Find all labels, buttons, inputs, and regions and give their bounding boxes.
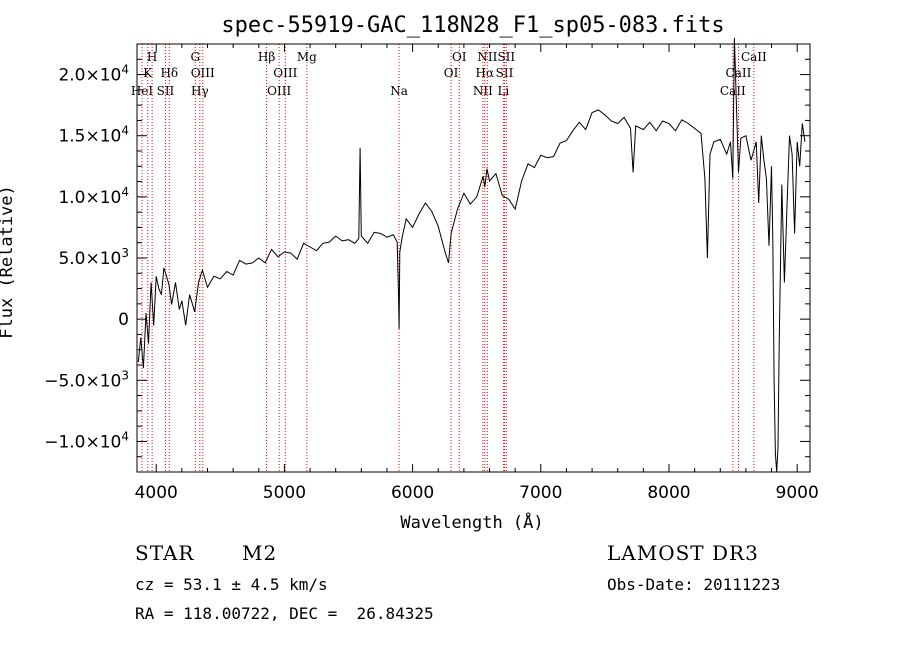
line-label-6: Hγ	[191, 84, 209, 98]
y-tick-label-2: 1.0×104	[58, 185, 129, 208]
line-label-4: Hδ	[160, 66, 178, 80]
line-label-18: Li	[497, 84, 509, 98]
spectrum-series-0	[137, 37, 806, 473]
x-tick-label-2: 6000	[391, 483, 434, 503]
line-label-12: Na	[390, 84, 408, 98]
line-label-7: OIII	[191, 66, 215, 80]
line-label-17: NII	[477, 50, 497, 64]
line-label-21: CaII	[720, 84, 746, 98]
y-tick-label-6: −1.0×104	[44, 429, 129, 452]
line-label-23: CaII	[741, 50, 767, 64]
line-label-5: G	[191, 50, 201, 64]
x-tick-label-1: 5000	[263, 483, 306, 503]
line-label-15: NII	[473, 84, 493, 98]
x-tick-label-4: 8000	[647, 483, 690, 503]
line-label-2: H	[147, 50, 157, 64]
line-label-0: HeI	[131, 84, 154, 98]
line-label-3: SII	[157, 84, 175, 98]
line-label-10: OIII	[273, 66, 297, 80]
chart-title: spec-55919-GAC_118N28_F1_sp05-083.fits	[221, 13, 724, 38]
y-tick-label-5: −5.0×103	[44, 368, 129, 391]
line-label-20: SII	[497, 50, 515, 64]
y-axis-label: Flux (Relative)	[0, 185, 17, 339]
y-tick-label-4: 0	[118, 310, 129, 330]
emission-line-markers: HeIKHSIIHδGHγOIIIHβOIIIOIIIMgNaOIOINIIHα…	[131, 44, 767, 472]
x-tick-label-0: 4000	[135, 483, 178, 503]
line-label-14: OI	[452, 50, 467, 64]
line-label-19: SII	[496, 66, 514, 80]
y-tick-label-3: 5.0×103	[58, 246, 129, 269]
line-label-9: OIII	[267, 84, 291, 98]
y-tick-label-0: 2.0×104	[58, 63, 129, 86]
line-label-8: Hβ	[258, 50, 275, 64]
x-tick-label-5: 9000	[776, 483, 819, 503]
axis-ticks: 4000 5000 6000 7000 8000 9000 2.0×104 1.5×104 1.…	[44, 43, 819, 503]
line-label-11: Mg	[297, 50, 317, 64]
line-label-16: Hα	[475, 66, 494, 80]
survey-name: LAMOST DR3	[607, 541, 759, 565]
object-class: STAR	[135, 541, 195, 565]
observation-date: Obs-Date: 20111223	[607, 575, 781, 594]
line-label-13: OI	[444, 66, 459, 80]
coordinates: RA = 118.00722, DEC = 26.84325	[135, 604, 434, 623]
x-axis-label: Wavelength (Å)	[400, 511, 543, 533]
spectrum-plot	[137, 37, 806, 473]
object-subclass: M2	[242, 541, 278, 565]
plot-frame	[136, 43, 811, 473]
y-tick-label-1: 1.5×104	[58, 124, 129, 147]
redshift-velocity: cz = 53.1 ± 4.5 km/s	[135, 575, 328, 594]
line-label-1: K	[143, 66, 153, 80]
line-label-22: CaII	[726, 66, 752, 80]
x-tick-label-3: 7000	[519, 483, 562, 503]
